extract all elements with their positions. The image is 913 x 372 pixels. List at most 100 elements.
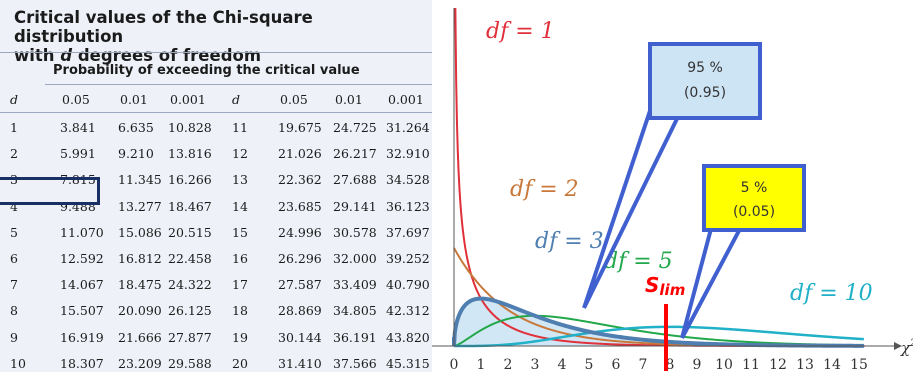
x-tick-label: 9 <box>693 357 702 372</box>
callout-5-line2: (0.05) <box>733 204 775 220</box>
table-cell: 11 <box>232 120 248 135</box>
x-tick-label: 10 <box>715 357 733 372</box>
callout-5-box <box>702 164 806 232</box>
table-cell: 18.475 <box>118 277 162 293</box>
x-tick-label: 11 <box>742 357 760 372</box>
table-cell: 12.592 <box>60 251 104 266</box>
table-cell: 40.790 <box>386 277 430 293</box>
chi-square-density-plot: 0123456789101112131415χ2 df = 1df = 2df … <box>432 7 913 372</box>
table-cell: 29.141 <box>333 198 377 214</box>
table-cell: 2 <box>10 146 18 162</box>
x-axis-arrow <box>894 342 902 350</box>
table-cell: 24.725 <box>333 120 377 135</box>
table-cell: 6 <box>10 251 18 266</box>
table-cell: 26.217 <box>333 146 377 162</box>
label-df5: df = 5 <box>604 249 673 274</box>
x-tick-label: 1 <box>477 357 486 372</box>
table-cell: 14.067 <box>60 277 104 293</box>
table-cell: 34.805 <box>333 303 377 319</box>
x-tick-label: 7 <box>639 357 648 372</box>
table-cell: 30.578 <box>333 224 377 240</box>
table-cell: 11.345 <box>118 172 162 188</box>
table-cell: 7 <box>10 277 18 293</box>
table-title-line1: Critical values of the Chi-square distri… <box>14 8 313 46</box>
table-cell: 16 <box>232 251 248 266</box>
table-cell: 13.816 <box>168 146 212 162</box>
table-cell: 23.685 <box>278 198 322 214</box>
acceptance-region <box>454 298 666 346</box>
table-cell: 22.362 <box>278 172 322 188</box>
column-header: d <box>232 92 241 107</box>
table-cell: 24.996 <box>278 224 322 240</box>
table-cell: 5 <box>10 224 18 240</box>
x-tick-label: 3 <box>531 357 540 372</box>
chi-square-table-panel: Critical values of the Chi-square distri… <box>0 0 432 372</box>
table-cell: 34.528 <box>386 172 430 188</box>
x-tick-label: 6 <box>612 357 621 372</box>
table-cell: 33.409 <box>333 277 377 293</box>
x-tick-label: 15 <box>850 357 868 372</box>
table-cell: 26.125 <box>168 303 212 319</box>
table-cell: 3.841 <box>60 120 96 135</box>
table-cell: 36.123 <box>386 198 430 214</box>
table-cell: 6.635 <box>118 120 154 135</box>
table-cell: 16.919 <box>60 329 104 345</box>
table-cell: 9 <box>10 329 18 345</box>
table-cell: 31.410 <box>278 355 322 371</box>
table-cell: 16.266 <box>168 172 212 188</box>
table-cell: 13 <box>232 172 248 188</box>
table-cell: 1 <box>10 120 18 135</box>
table-cell: 9.210 <box>118 146 154 162</box>
table-cell: 20.090 <box>118 303 162 319</box>
column-header: 0.001 <box>388 92 424 107</box>
callout-95-box <box>648 42 762 120</box>
table-subheader: Probability of exceeding the critical va… <box>53 63 360 78</box>
table-cell: 5.991 <box>60 146 96 162</box>
callout-95-line1: 95 % <box>687 60 723 76</box>
table-title-part2: with <box>14 46 61 65</box>
column-header: 0.05 <box>62 92 90 107</box>
table-cell: 42.312 <box>386 303 430 319</box>
column-header: 0.01 <box>335 92 363 107</box>
table-cell: 28.869 <box>278 303 322 319</box>
slim-label: Slim <box>645 273 685 299</box>
table-cell: 20.515 <box>168 224 212 240</box>
table-cell: 13.277 <box>118 198 162 214</box>
table-cell: 10.828 <box>168 120 212 135</box>
callout-5-line1: 5 % <box>741 180 768 196</box>
column-header: 0.001 <box>170 92 206 107</box>
table-cell: 37.566 <box>333 355 377 371</box>
table-cell: 26.296 <box>278 251 322 266</box>
table-cell: 19.675 <box>278 120 322 135</box>
table-cell: 16.812 <box>118 251 162 266</box>
x-tick-label: 12 <box>769 357 787 372</box>
table-cell: 10 <box>10 355 26 371</box>
table-cell: 18.467 <box>168 198 212 214</box>
x-axis-label: χ2 <box>900 338 913 357</box>
label-df2: df = 2 <box>510 177 579 202</box>
table-cell: 37.697 <box>386 224 430 240</box>
table-cell: 21.026 <box>278 146 322 162</box>
x-tick-label: 14 <box>823 357 841 372</box>
table-cell: 30.144 <box>278 329 322 345</box>
label-df1: df = 1 <box>486 19 555 44</box>
table-cell: 12 <box>232 146 248 162</box>
table-cell: 14 <box>232 198 248 214</box>
table-cell: 32.000 <box>333 251 377 266</box>
callout-95-line2: (0.95) <box>684 85 726 101</box>
table-cell: 24.322 <box>168 277 212 293</box>
table-title-variable: d <box>60 46 73 65</box>
table-cell: 15 <box>232 224 248 240</box>
table-cell: 8 <box>10 303 18 319</box>
curve-df10 <box>453 325 865 348</box>
table-cell: 32.910 <box>386 146 430 162</box>
table-cell: 18 <box>232 303 248 319</box>
table-title: Critical values of the Chi-square distri… <box>14 8 424 65</box>
table-cell: 27.688 <box>333 172 377 188</box>
x-tick-label: 2 <box>504 357 513 372</box>
x-tick-label: 0 <box>450 357 459 372</box>
table-cell: 15.507 <box>60 303 104 319</box>
table-cell: 18.307 <box>60 355 104 371</box>
column-header: 0.01 <box>120 92 148 107</box>
table-cell: 17 <box>232 277 248 293</box>
